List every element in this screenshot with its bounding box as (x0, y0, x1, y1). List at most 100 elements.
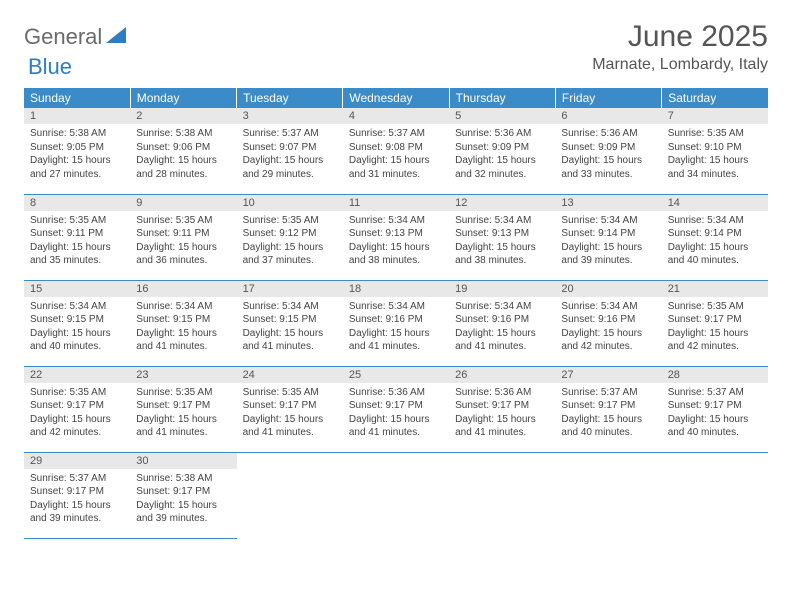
calendar-day-cell: 4Sunrise: 5:37 AMSunset: 9:08 PMDaylight… (343, 108, 449, 194)
sunset-line: Sunset: 9:17 PM (668, 313, 762, 327)
weekday-header: Thursday (449, 88, 555, 108)
calendar-day-cell: 25Sunrise: 5:36 AMSunset: 9:17 PMDayligh… (343, 366, 449, 452)
day-body: Sunrise: 5:35 AMSunset: 9:10 PMDaylight:… (662, 124, 768, 185)
daylight-line: Daylight: 15 hours and 39 minutes. (136, 499, 230, 526)
sunrise-line: Sunrise: 5:35 AM (668, 300, 762, 314)
day-number: 12 (449, 195, 555, 211)
sunrise-line: Sunrise: 5:34 AM (561, 214, 655, 228)
sunrise-line: Sunrise: 5:37 AM (349, 127, 443, 141)
day-body: Sunrise: 5:35 AMSunset: 9:17 PMDaylight:… (130, 383, 236, 444)
day-body: Sunrise: 5:38 AMSunset: 9:06 PMDaylight:… (130, 124, 236, 185)
sunset-line: Sunset: 9:08 PM (349, 141, 443, 155)
day-body: Sunrise: 5:38 AMSunset: 9:17 PMDaylight:… (130, 469, 236, 530)
day-number: 2 (130, 108, 236, 124)
sunset-line: Sunset: 9:05 PM (30, 141, 124, 155)
daylight-line: Daylight: 15 hours and 41 minutes. (136, 413, 230, 440)
day-number: 3 (237, 108, 343, 124)
sunrise-line: Sunrise: 5:36 AM (349, 386, 443, 400)
day-body: Sunrise: 5:35 AMSunset: 9:17 PMDaylight:… (662, 297, 768, 358)
calendar-empty-cell (237, 452, 343, 538)
calendar-day-cell: 12Sunrise: 5:34 AMSunset: 9:13 PMDayligh… (449, 194, 555, 280)
day-body: Sunrise: 5:36 AMSunset: 9:09 PMDaylight:… (449, 124, 555, 185)
calendar-day-cell: 6Sunrise: 5:36 AMSunset: 9:09 PMDaylight… (555, 108, 661, 194)
daylight-line: Daylight: 15 hours and 42 minutes. (30, 413, 124, 440)
calendar-table: SundayMondayTuesdayWednesdayThursdayFrid… (24, 88, 768, 539)
calendar-day-cell: 3Sunrise: 5:37 AMSunset: 9:07 PMDaylight… (237, 108, 343, 194)
day-body: Sunrise: 5:36 AMSunset: 9:17 PMDaylight:… (343, 383, 449, 444)
sunrise-line: Sunrise: 5:35 AM (136, 214, 230, 228)
sunset-line: Sunset: 9:15 PM (30, 313, 124, 327)
day-body: Sunrise: 5:35 AMSunset: 9:11 PMDaylight:… (130, 211, 236, 272)
sunset-line: Sunset: 9:17 PM (30, 485, 124, 499)
daylight-line: Daylight: 15 hours and 36 minutes. (136, 241, 230, 268)
day-body: Sunrise: 5:34 AMSunset: 9:13 PMDaylight:… (343, 211, 449, 272)
day-number: 8 (24, 195, 130, 211)
sunset-line: Sunset: 9:09 PM (455, 141, 549, 155)
calendar-day-cell: 13Sunrise: 5:34 AMSunset: 9:14 PMDayligh… (555, 194, 661, 280)
day-body: Sunrise: 5:38 AMSunset: 9:05 PMDaylight:… (24, 124, 130, 185)
day-number: 5 (449, 108, 555, 124)
day-body: Sunrise: 5:35 AMSunset: 9:12 PMDaylight:… (237, 211, 343, 272)
daylight-line: Daylight: 15 hours and 38 minutes. (349, 241, 443, 268)
sunset-line: Sunset: 9:07 PM (243, 141, 337, 155)
daylight-line: Daylight: 15 hours and 42 minutes. (668, 327, 762, 354)
daylight-line: Daylight: 15 hours and 41 minutes. (455, 413, 549, 440)
day-number: 24 (237, 367, 343, 383)
calendar-day-cell: 29Sunrise: 5:37 AMSunset: 9:17 PMDayligh… (24, 452, 130, 538)
sunrise-line: Sunrise: 5:34 AM (455, 214, 549, 228)
calendar-day-cell: 1Sunrise: 5:38 AMSunset: 9:05 PMDaylight… (24, 108, 130, 194)
day-body: Sunrise: 5:35 AMSunset: 9:11 PMDaylight:… (24, 211, 130, 272)
sunrise-line: Sunrise: 5:37 AM (30, 472, 124, 486)
day-body: Sunrise: 5:36 AMSunset: 9:09 PMDaylight:… (555, 124, 661, 185)
sunrise-line: Sunrise: 5:35 AM (243, 214, 337, 228)
calendar-day-cell: 26Sunrise: 5:36 AMSunset: 9:17 PMDayligh… (449, 366, 555, 452)
daylight-line: Daylight: 15 hours and 27 minutes. (30, 154, 124, 181)
day-number: 29 (24, 453, 130, 469)
day-number: 10 (237, 195, 343, 211)
logo-text-blue: Blue (28, 54, 72, 79)
calendar-day-cell: 2Sunrise: 5:38 AMSunset: 9:06 PMDaylight… (130, 108, 236, 194)
day-body: Sunrise: 5:37 AMSunset: 9:17 PMDaylight:… (24, 469, 130, 530)
sunrise-line: Sunrise: 5:34 AM (349, 300, 443, 314)
calendar-empty-cell (555, 452, 661, 538)
daylight-line: Daylight: 15 hours and 29 minutes. (243, 154, 337, 181)
day-number: 23 (130, 367, 236, 383)
day-number: 20 (555, 281, 661, 297)
day-body: Sunrise: 5:35 AMSunset: 9:17 PMDaylight:… (237, 383, 343, 444)
sunrise-line: Sunrise: 5:34 AM (668, 214, 762, 228)
daylight-line: Daylight: 15 hours and 41 minutes. (455, 327, 549, 354)
calendar-day-cell: 16Sunrise: 5:34 AMSunset: 9:15 PMDayligh… (130, 280, 236, 366)
sunset-line: Sunset: 9:06 PM (136, 141, 230, 155)
weekday-header: Saturday (662, 88, 768, 108)
daylight-line: Daylight: 15 hours and 38 minutes. (455, 241, 549, 268)
sunset-line: Sunset: 9:17 PM (668, 399, 762, 413)
sunrise-line: Sunrise: 5:35 AM (30, 386, 124, 400)
calendar-week-row: 8Sunrise: 5:35 AMSunset: 9:11 PMDaylight… (24, 194, 768, 280)
calendar-week-row: 15Sunrise: 5:34 AMSunset: 9:15 PMDayligh… (24, 280, 768, 366)
day-number: 30 (130, 453, 236, 469)
sunrise-line: Sunrise: 5:35 AM (668, 127, 762, 141)
day-body: Sunrise: 5:34 AMSunset: 9:13 PMDaylight:… (449, 211, 555, 272)
weekday-header: Sunday (24, 88, 130, 108)
day-number: 9 (130, 195, 236, 211)
calendar-day-cell: 21Sunrise: 5:35 AMSunset: 9:17 PMDayligh… (662, 280, 768, 366)
daylight-line: Daylight: 15 hours and 42 minutes. (561, 327, 655, 354)
daylight-line: Daylight: 15 hours and 40 minutes. (30, 327, 124, 354)
day-number: 11 (343, 195, 449, 211)
day-number: 19 (449, 281, 555, 297)
sunset-line: Sunset: 9:15 PM (136, 313, 230, 327)
daylight-line: Daylight: 15 hours and 40 minutes. (668, 413, 762, 440)
sunset-line: Sunset: 9:14 PM (561, 227, 655, 241)
daylight-line: Daylight: 15 hours and 41 minutes. (136, 327, 230, 354)
calendar-day-cell: 24Sunrise: 5:35 AMSunset: 9:17 PMDayligh… (237, 366, 343, 452)
day-body: Sunrise: 5:35 AMSunset: 9:17 PMDaylight:… (24, 383, 130, 444)
sunrise-line: Sunrise: 5:38 AM (30, 127, 124, 141)
day-body: Sunrise: 5:37 AMSunset: 9:07 PMDaylight:… (237, 124, 343, 185)
sunrise-line: Sunrise: 5:34 AM (455, 300, 549, 314)
day-number: 25 (343, 367, 449, 383)
calendar-day-cell: 20Sunrise: 5:34 AMSunset: 9:16 PMDayligh… (555, 280, 661, 366)
calendar-day-cell: 28Sunrise: 5:37 AMSunset: 9:17 PMDayligh… (662, 366, 768, 452)
calendar-day-cell: 10Sunrise: 5:35 AMSunset: 9:12 PMDayligh… (237, 194, 343, 280)
sunset-line: Sunset: 9:17 PM (136, 399, 230, 413)
sunset-line: Sunset: 9:13 PM (349, 227, 443, 241)
